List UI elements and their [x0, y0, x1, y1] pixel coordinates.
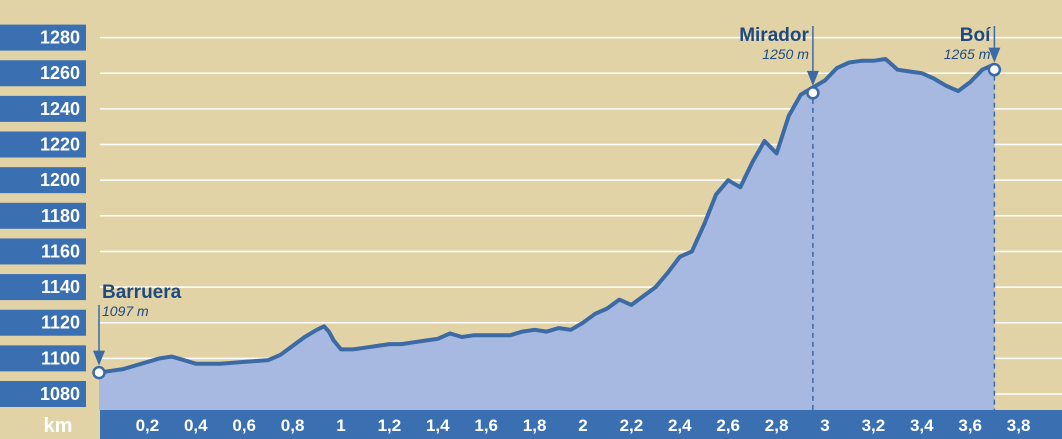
elevation-line	[98, 57, 996, 375]
waypoint-arrow-head	[93, 350, 105, 366]
x-tick-label: 2,8	[765, 416, 789, 435]
y-axis-band-7	[0, 131, 86, 158]
y-axis-band-4	[0, 238, 86, 265]
waypoint-name: Boí	[960, 25, 991, 46]
x-tick-label: 3,2	[862, 416, 886, 435]
y-axis-band-2	[0, 309, 86, 336]
y-axis-bands	[0, 24, 86, 407]
x-tick-label: 1,6	[474, 416, 498, 435]
y-tick-label: 1240	[40, 99, 80, 119]
x-axis-band	[100, 410, 1062, 439]
elevation-area	[99, 59, 995, 410]
x-tick-label: 2,4	[668, 416, 692, 435]
y-axis-band-3	[0, 274, 86, 301]
x-tick-label: 3,8	[1007, 416, 1031, 435]
y-tick-label: 1200	[40, 170, 80, 190]
waypoint-name: Barruera	[102, 282, 182, 303]
x-tick-label: 1,4	[426, 416, 450, 435]
waypoint-elevation: 1250 m	[762, 46, 809, 62]
y-tick-label: 1140	[41, 277, 80, 297]
y-axis-band-1	[0, 345, 86, 372]
x-tick-label: 2,2	[620, 416, 644, 435]
waypoint-marker	[987, 62, 1002, 77]
y-tick-label: 1120	[41, 313, 80, 333]
waypoint-elevation: 1097 m	[102, 303, 149, 319]
waypoint-arrow-head	[806, 70, 819, 86]
x-axis-unit-label: km	[44, 415, 73, 437]
y-axis-band-8	[0, 95, 86, 122]
x-tick-label: 3	[820, 416, 829, 435]
y-axis-band-6	[0, 167, 86, 194]
x-tick-label: 0,8	[281, 416, 305, 435]
waypoint-marker	[92, 365, 106, 380]
x-tick-label: 0,2	[136, 416, 160, 435]
y-axis-band-5	[0, 202, 86, 229]
y-tick-label: 1100	[41, 348, 80, 368]
x-tick-label: 2	[578, 416, 587, 435]
y-tick-label: 1180	[41, 206, 80, 226]
y-tick-label: 1260	[40, 63, 80, 83]
x-tick-label: 1,8	[523, 416, 547, 435]
waypoint-marker	[806, 86, 820, 100]
x-tick-label: 1	[336, 416, 345, 435]
waypoint-name: Mirador	[739, 25, 809, 46]
y-axis-ticks: 1080 1100 1120 1140 1160 1180 1200 1220 1240 1260…	[40, 28, 80, 404]
x-tick-label: 0,6	[232, 416, 256, 435]
y-tick-label: 1080	[40, 384, 80, 404]
y-tick-label: 1160	[41, 241, 80, 261]
x-tick-label: 2,6	[716, 416, 740, 435]
y-axis-band-10	[0, 24, 86, 51]
waypoint-elevation: 1265 m	[944, 46, 991, 62]
y-axis-band-0	[0, 381, 86, 407]
y-tick-label: 1280	[40, 28, 80, 48]
y-tick-label: 1220	[40, 135, 80, 155]
waypoint-arrow-head	[988, 47, 1001, 63]
x-tick-label: 3,6	[958, 416, 982, 435]
x-tick-label: 3,4	[910, 416, 934, 435]
x-tick-label: 1,2	[378, 416, 402, 435]
x-tick-label: 0,4	[184, 416, 208, 435]
y-axis-band-9	[0, 60, 86, 87]
x-axis-ticks: 0,2 0,4 0,6 0,8 1 1,2 1,4 1,6 1,8 2 2,2 2,4 2,6 2,8 3 3…	[136, 416, 1031, 435]
